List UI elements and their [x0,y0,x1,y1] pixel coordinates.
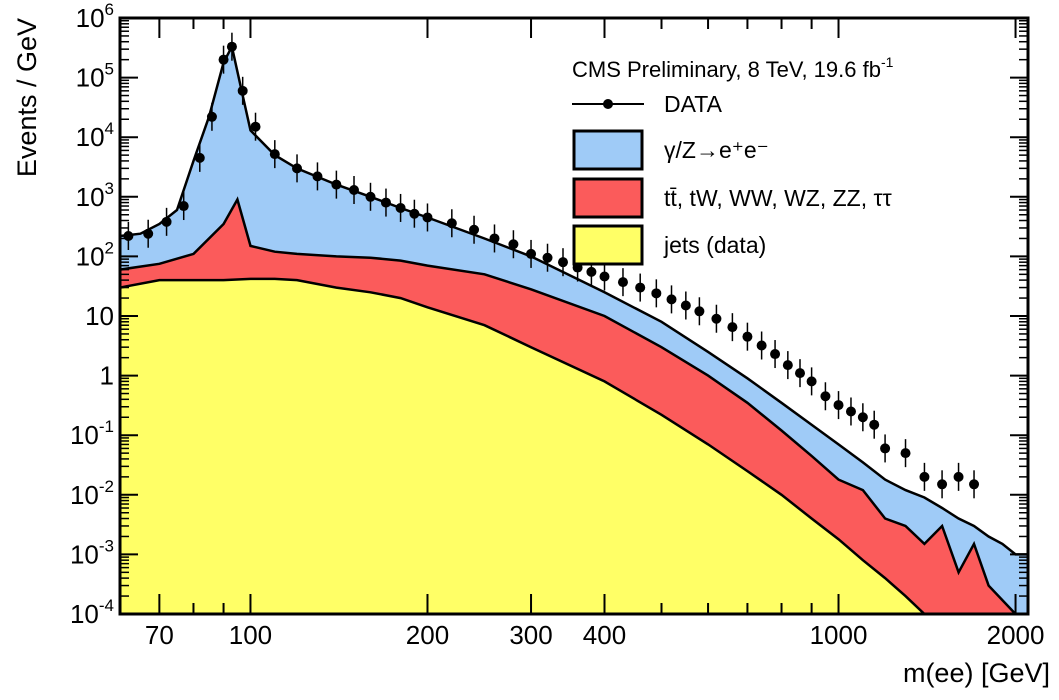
data-point [226,41,237,52]
y-tick-label: 1 [100,361,114,391]
y-tick-label: 105 [76,60,114,93]
data-point [422,212,433,223]
data-point [694,306,705,317]
data-point [194,152,205,163]
data-point [380,197,391,208]
data-point [919,471,930,482]
data-point [880,443,891,454]
data-point [469,224,480,235]
x-tick-label: 70 [145,620,174,650]
data-point [900,448,911,459]
data-point [312,171,323,182]
data-point [250,121,261,132]
legend-data-marker [603,99,613,109]
data-point [680,300,691,311]
data-point [845,406,856,417]
data-points [123,32,980,499]
x-tick-label: 200 [406,620,449,650]
y-tick-label: 102 [76,238,114,271]
data-point [123,230,134,241]
legend-label-dy: γ/Z→e⁺e⁻ [664,137,769,163]
data-point [794,368,805,379]
legend-label-ttbar: tt̄, tW, WW, WZ, ZZ, ττ [664,185,892,211]
y-tick-label: 104 [76,119,114,152]
legend-label-jets: jets (data) [663,232,766,258]
x-tick-labels: 70 100 200 300 400 1000 2000 [145,620,1045,650]
data-point [508,239,519,250]
y-tick-label: 10-3 [70,536,114,569]
y-tick-label: 10-1 [70,417,114,450]
data-point [770,349,781,360]
legend-swatch-dy [572,129,644,171]
y-axis-title: Events / GeV [12,18,42,177]
data-point [557,257,568,268]
y-tick-label: 106 [76,0,114,33]
data-point [937,479,948,490]
x-axis-title: m(ee) [GeV] [903,658,1050,688]
legend-header-main: CMS Preliminary, 8 TeV, 19.6 fb [572,57,881,82]
y-tick-labels: 10-4 10-3 10-2 10-1 1 10 102 103 104 105 106 [70,0,114,629]
y-tick-label: 103 [76,179,114,212]
data-point [711,313,722,324]
data-point [586,266,597,277]
data-point [218,54,229,65]
data-point [617,277,628,288]
legend-swatch-ttbar [572,177,644,219]
x-tick-label: 400 [583,620,626,650]
data-point [782,360,793,371]
data-point [526,248,537,259]
data-point [409,208,420,219]
axis-ticks [119,17,1028,615]
stacked-area-fills [118,43,1030,616]
data-point [742,331,753,342]
data-point [969,479,980,490]
data-point [542,252,553,263]
data-point [651,288,662,299]
legend: CMS Preliminary, 8 TeV, 19.6 fb-1 DATA γ… [572,54,894,266]
data-point [953,471,964,482]
legend-header: CMS Preliminary, 8 TeV, 19.6 fb-1 [572,54,894,82]
data-point [635,282,646,293]
data-point [143,228,154,239]
legend-label-data: DATA [664,91,723,117]
data-point [666,294,677,305]
data-point [269,149,280,160]
data-point [806,376,817,387]
data-point [869,419,880,430]
data-point [727,322,738,333]
data-point [756,340,767,351]
x-tick-label: 2000 [987,620,1045,650]
y-tick-label: 10 [85,301,114,331]
data-point [161,216,172,227]
data-point [206,111,217,122]
data-point [489,233,500,244]
data-point [446,218,457,229]
data-point [599,271,610,282]
x-tick-label: 1000 [810,620,868,650]
data-point [349,185,360,196]
x-tick-label: 300 [509,620,552,650]
x-tick-label: 100 [229,620,272,650]
data-point [857,412,868,423]
data-point [820,391,831,402]
data-point [237,85,248,96]
y-tick-label: 10-4 [70,596,114,629]
data-point [292,163,303,174]
y-tick-label: 10-2 [70,477,114,510]
data-point [833,400,844,411]
data-point [331,179,342,190]
legend-swatch-jets [572,224,644,266]
data-point [178,201,189,212]
data-point [365,191,376,202]
data-point [395,202,406,213]
legend-header-sup: -1 [881,54,894,70]
